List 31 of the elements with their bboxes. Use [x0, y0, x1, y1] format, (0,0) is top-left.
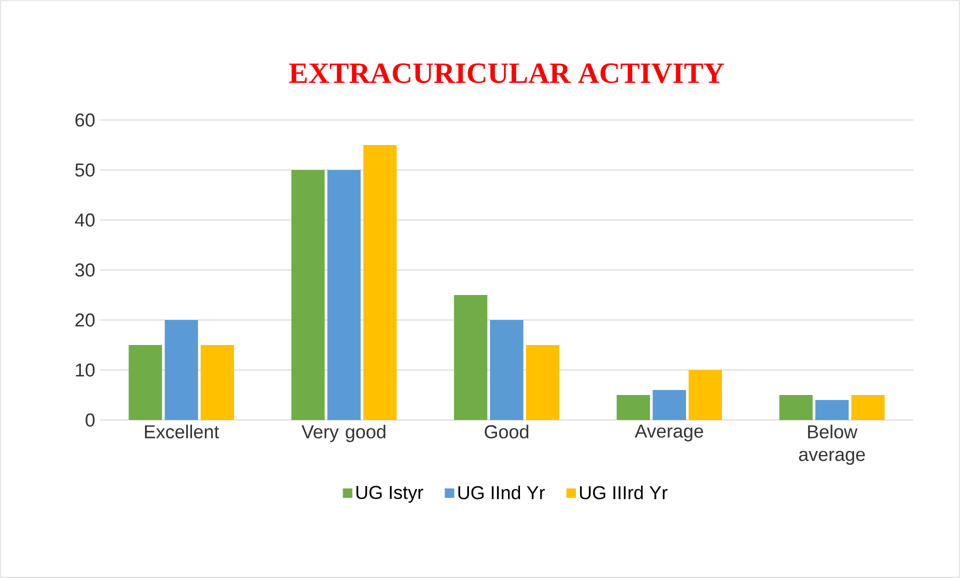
y-tick-label: 50	[75, 163, 95, 177]
bar	[454, 294, 488, 420]
x-tick-label: Very good	[302, 424, 386, 442]
chart-title: EXTRACURICULAR ACTIVITY	[289, 63, 724, 84]
y-tick-label: 0	[86, 413, 95, 427]
bar	[779, 394, 813, 420]
x-tick-label: Excellent	[144, 424, 220, 438]
bar	[652, 390, 686, 420]
bar	[616, 394, 650, 420]
legend-label: UG IInd Yr	[458, 486, 545, 500]
bar	[164, 320, 198, 420]
x-tick-label: Average	[634, 424, 704, 442]
bar	[815, 400, 849, 420]
bar	[327, 170, 361, 420]
y-tick-label: 20	[75, 313, 95, 327]
legend-label: UG IIIrd Yr	[580, 486, 668, 500]
legend-label: UG Istyr	[356, 486, 424, 503]
bar	[526, 344, 560, 420]
bar	[200, 344, 234, 420]
bar	[128, 344, 162, 420]
bar	[851, 394, 885, 420]
x-tick-label: Below average	[799, 424, 865, 465]
bar	[363, 144, 397, 420]
y-tick-label: 30	[75, 263, 95, 277]
bar	[490, 320, 524, 420]
y-tick-label: 60	[75, 113, 95, 127]
x-tick-label: Good	[484, 424, 528, 438]
y-tick-label: 10	[76, 363, 95, 377]
bar	[291, 170, 325, 420]
bar	[688, 370, 722, 420]
y-tick-label: 40	[74, 213, 95, 227]
